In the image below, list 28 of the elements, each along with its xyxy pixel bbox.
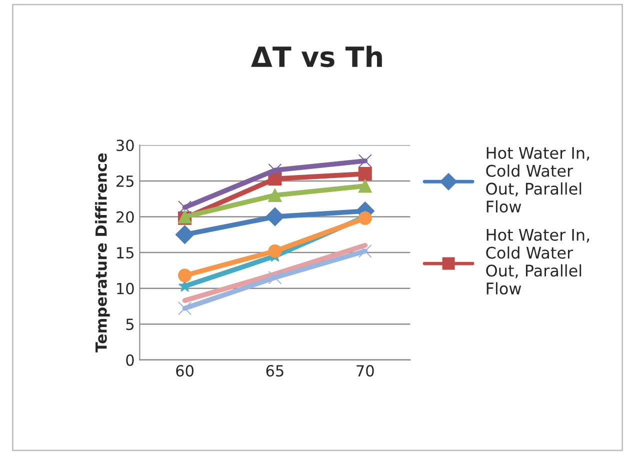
point <box>268 163 282 177</box>
point <box>358 167 372 181</box>
legend-label: Hot Water In, Cold Water Out, Parallel Flow <box>486 229 590 295</box>
point <box>268 270 282 284</box>
point <box>178 268 192 282</box>
y-tick-label: 0 <box>126 354 134 366</box>
x-tick-label: 65 <box>266 365 284 377</box>
point <box>178 200 192 214</box>
x-tick-label: 70 <box>356 365 374 377</box>
point <box>266 207 284 226</box>
x-tick-label: 60 <box>176 365 194 377</box>
y-tick-label: 15 <box>117 247 134 259</box>
point <box>178 302 192 316</box>
y-tick-label: 20 <box>116 211 134 223</box>
point <box>358 211 372 225</box>
y-tick-label: 5 <box>126 318 134 330</box>
point <box>175 225 194 244</box>
y-tick-label: 30 <box>116 140 134 152</box>
y-tick-label: 25 <box>116 175 134 187</box>
legend-label: Hot Water In, Cold Water Out, Parallel Flow <box>486 147 590 213</box>
point <box>358 244 372 258</box>
point <box>358 154 372 168</box>
y-axis-title: Temperature Diffirence <box>95 153 110 352</box>
point <box>268 188 282 202</box>
point <box>358 179 372 193</box>
chart-title: ΔT vs Th <box>251 46 382 68</box>
y-tick-label: 10 <box>117 282 134 294</box>
point <box>268 244 282 258</box>
